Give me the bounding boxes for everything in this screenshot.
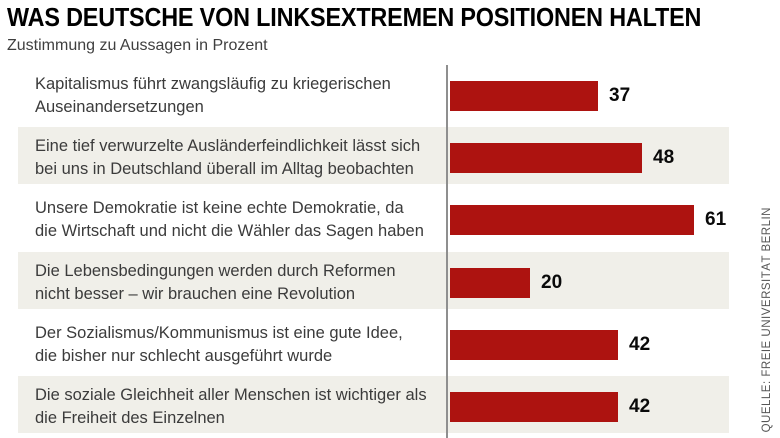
bar-zone: 20 xyxy=(450,267,563,298)
bar-zone: 37 xyxy=(450,81,631,112)
bar-zone: 48 xyxy=(450,143,675,174)
statement-label: Die Lebensbedingungen werden durch Refor… xyxy=(35,261,396,303)
bar xyxy=(450,391,618,422)
value-label: 37 xyxy=(609,85,631,107)
chart-row: Der Sozialismus/Kommunismus ist eine gut… xyxy=(18,314,729,376)
statement-label: Eine tief verwurzelte Ausländerfeindlich… xyxy=(35,137,421,179)
bar xyxy=(450,205,694,236)
chart-title: WAS DEUTSCHE VON LINKSEXTREMEN POSITIONE… xyxy=(7,2,702,32)
bar xyxy=(450,81,598,112)
chart-row: Die soziale Gleichheit aller Menschen is… xyxy=(18,375,729,438)
statement-label: Die soziale Gleichheit aller Menschen is… xyxy=(35,385,427,427)
chart-row: Unsere Demokratie ist keine echte Demokr… xyxy=(18,189,729,251)
value-label: 61 xyxy=(705,209,727,231)
bar-zone: 42 xyxy=(450,329,651,360)
chart-rows: Kapitalismus führt zwangsläufig zu krieg… xyxy=(18,65,729,438)
value-label: 42 xyxy=(629,395,651,417)
value-label: 20 xyxy=(541,271,563,293)
source-note: QUELLE: FREIE UNIVERSITÄT BERLIN xyxy=(761,206,773,432)
bar xyxy=(450,267,530,298)
value-label: 48 xyxy=(653,147,675,169)
axis-baseline xyxy=(446,65,448,438)
value-label: 42 xyxy=(629,333,651,355)
bar-zone: 61 xyxy=(450,205,727,236)
bar xyxy=(450,143,642,174)
chart-subtitle: Zustimmung zu Aussagen in Prozent xyxy=(7,37,268,54)
bar xyxy=(450,329,618,360)
statement-label: Der Sozialismus/Kommunismus ist eine gut… xyxy=(35,323,403,365)
statement-label: Kapitalismus führt zwangsläufig zu krieg… xyxy=(35,75,391,117)
bar-zone: 42 xyxy=(450,391,651,422)
chart-row: Eine tief verwurzelte Ausländerfeindlich… xyxy=(18,127,729,190)
chart-row: Kapitalismus führt zwangsläufig zu krieg… xyxy=(18,65,729,127)
bar-chart: Kapitalismus führt zwangsläufig zu krieg… xyxy=(18,65,729,438)
statement-label: Unsere Demokratie ist keine echte Demokr… xyxy=(35,199,424,241)
chart-row: Die Lebensbedingungen werden durch Refor… xyxy=(18,251,729,314)
